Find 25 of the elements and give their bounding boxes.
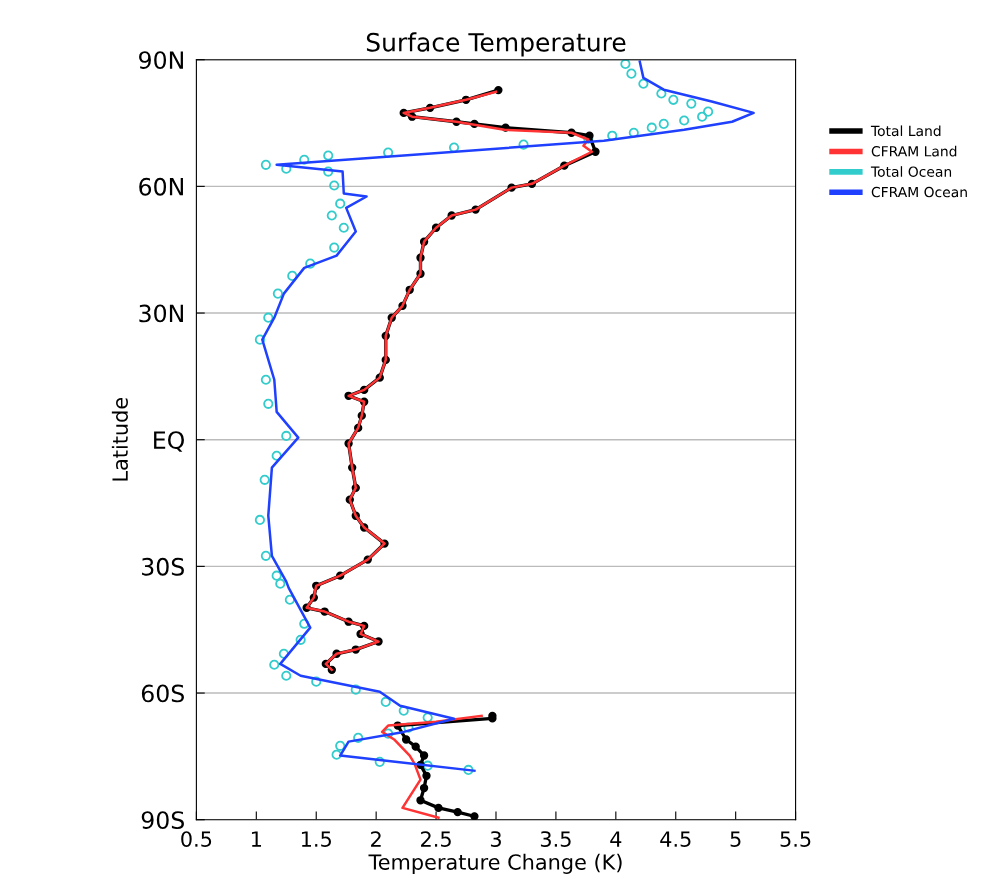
legend-label: CFRAM Land	[871, 145, 957, 157]
x-tick-label: 2.5	[421, 831, 451, 847]
y-tick-label: 30S	[142, 557, 184, 576]
chart-title: Surface Temperature	[366, 32, 626, 57]
y-tick-label: 60S	[141, 684, 184, 703]
y-tick-label: 90N	[139, 51, 183, 69]
y-axis-title: Latitude	[111, 397, 128, 481]
x-tick-label: 1.5	[301, 831, 331, 847]
x-tick-label: 2	[371, 831, 381, 847]
y-tick-label: 90S	[141, 811, 184, 830]
y-tick-label: 60N	[139, 177, 183, 196]
x-tick-label: 3.5	[540, 831, 571, 847]
x-tick-label: 0.5	[181, 831, 212, 847]
legend-label: Total Ocean	[870, 166, 952, 177]
legend-label: CFRAM Ocean	[871, 186, 967, 198]
x-axis-title: Temperature Change (K)	[368, 853, 622, 874]
x-tick-label: 5.5	[780, 831, 811, 847]
x-tick-label: 3	[490, 831, 501, 847]
y-tick-label: EQ	[154, 431, 184, 452]
x-tick-label: 5	[730, 831, 741, 847]
x-tick-label: 1	[251, 831, 262, 847]
legend-label: Total Land	[870, 125, 941, 137]
x-tick-label: 4.5	[660, 831, 691, 847]
x-tick-label: 4	[610, 831, 622, 847]
y-tick-label: 30N	[139, 304, 183, 323]
